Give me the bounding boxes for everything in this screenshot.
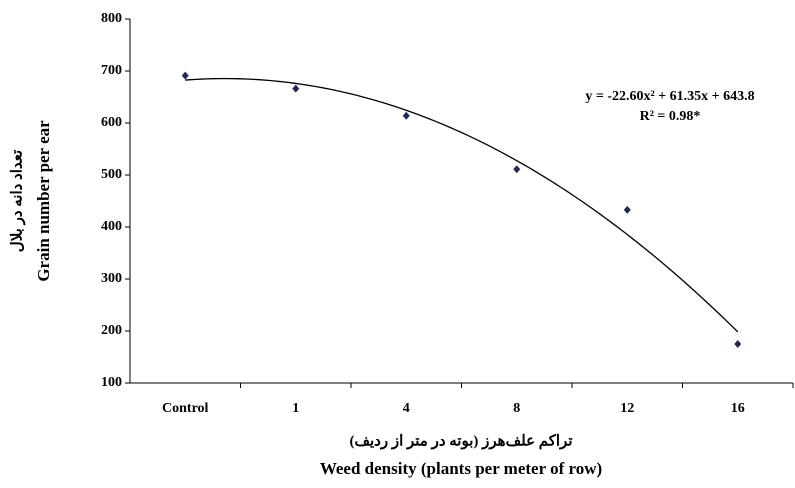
x-tick-label: 8 [513,401,520,416]
x-tick-label: 16 [731,401,745,416]
trendline-r2: R² = 0.98* [640,109,701,124]
x-tick-label: 4 [403,401,410,416]
trendline-equation: y = -22.60x² + 61.35x + 643.8 [585,89,754,104]
x-axis-title-fa: تراکم علف‌هرز (بوته در متر از ردیف) [349,433,572,449]
point [623,205,631,214]
y-tick-label: 300 [101,271,122,286]
x-tick-label: 1 [292,401,299,416]
point [402,111,410,120]
x-axis-title: Weed density (plants per meter of row) [320,459,602,478]
y-axis-title: Grain number per ear [34,120,53,282]
y-tick-label: 700 [101,63,122,78]
x-tick-label: 12 [620,401,634,416]
trendline [185,77,739,333]
point [292,84,300,93]
x-tick-label: Control [162,401,209,416]
y-tick-label: 500 [101,167,122,182]
point [513,165,521,174]
y-tick-label: 800 [101,11,122,26]
point [734,340,742,348]
y-axis-title-fa: تعداد دانه در بلال [9,150,25,252]
y-tick-label: 100 [101,375,122,390]
y-tick-label: 200 [101,323,122,338]
y-tick-label: 400 [101,219,122,234]
y-tick-label: 600 [101,115,122,130]
point [181,71,189,80]
